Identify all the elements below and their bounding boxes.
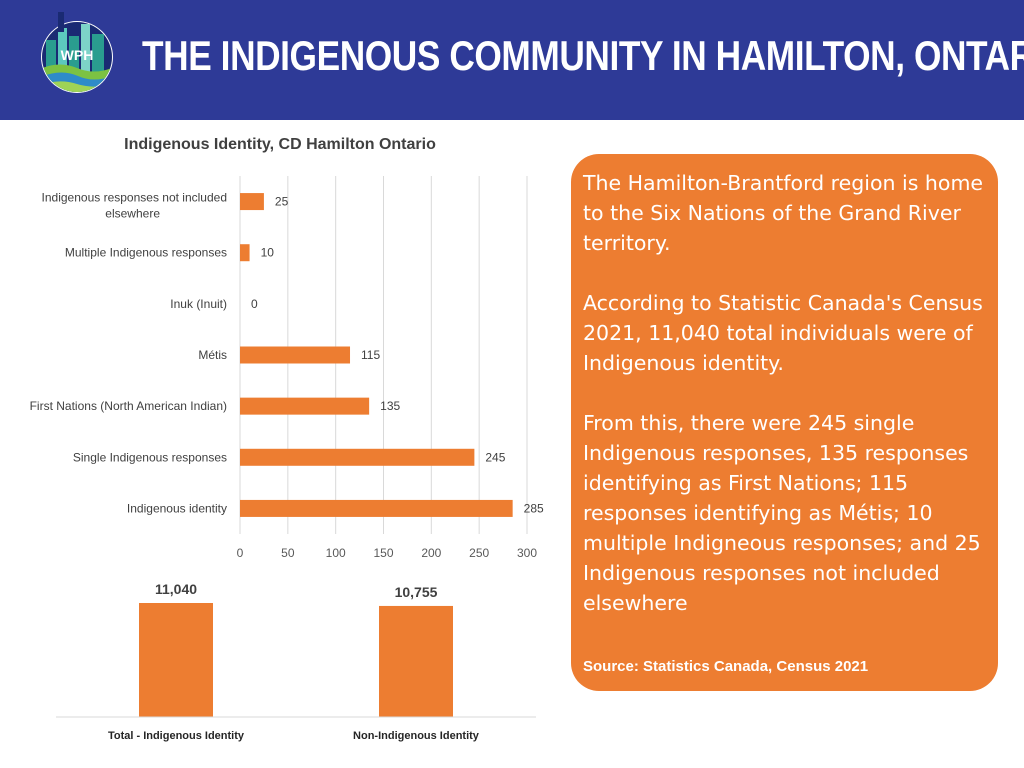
category-label: Non-Indigenous Identity <box>353 730 480 742</box>
category-label: Single Indigenous responses <box>73 450 227 464</box>
bar-chart-title: Indigenous Identity, CD Hamilton Ontario <box>124 136 436 153</box>
bar <box>240 346 351 364</box>
category-label: Indigenous identity <box>127 501 227 515</box>
bar <box>240 499 513 517</box>
info-panel <box>571 154 998 691</box>
data-label: 245 <box>485 450 505 464</box>
x-tick-label: 0 <box>237 546 244 560</box>
data-label: 135 <box>380 399 400 413</box>
bar <box>240 397 370 415</box>
data-label: 11,040 <box>155 581 197 597</box>
bar <box>240 244 250 262</box>
logo-text: WPH <box>61 47 94 63</box>
page-title: THE INDIGENOUS COMMUNITY IN HAMILTON, ON… <box>142 32 1024 79</box>
source-note: Source: Statistics Canada, Census 2021 <box>583 658 869 675</box>
data-label: 10 <box>261 246 275 260</box>
header-banner: WPH THE INDIGENOUS COMMUNITY IN HAMILTON… <box>0 0 1024 120</box>
wph-logo: WPH <box>41 12 113 93</box>
total-identity-chart: 11,040 Total - Indigenous Identity 10,755 N… <box>56 581 536 742</box>
data-label: 285 <box>524 501 544 515</box>
category-label: First Nations (North American Indian) <box>30 399 227 413</box>
x-tick-label: 100 <box>326 546 346 560</box>
info-paragraph-1: The Hamilton-Brantford region is home to… <box>583 171 984 255</box>
info-paragraph-2: According to Statistic Canada's Census 2… <box>583 291 983 375</box>
data-label: 0 <box>251 297 258 311</box>
x-tick-label: 250 <box>469 546 489 560</box>
x-tick-label: 200 <box>421 546 441 560</box>
bar <box>379 605 453 717</box>
info-text: The Hamilton-Brantford region is home to… <box>583 168 993 648</box>
x-tick-label: 150 <box>373 546 393 560</box>
x-tick-label: 50 <box>281 546 295 560</box>
bar <box>240 448 475 466</box>
category-label: Métis <box>198 348 227 362</box>
category-label: Total - Indigenous Identity <box>108 730 245 742</box>
category-label: Inuk (Inuit) <box>170 297 227 311</box>
x-tick-label: 300 <box>517 546 537 560</box>
data-label: 115 <box>361 348 380 362</box>
bar <box>240 193 264 211</box>
data-label: 25 <box>275 195 289 209</box>
category-label: Indigenous responses not included elsewhe… <box>42 191 227 221</box>
category-label: Multiple Indigenous responses <box>65 246 227 260</box>
bar <box>139 603 213 717</box>
data-label: 10,755 <box>395 584 438 600</box>
info-paragraph-3: From this, there were 245 single Indigen… <box>583 411 981 615</box>
